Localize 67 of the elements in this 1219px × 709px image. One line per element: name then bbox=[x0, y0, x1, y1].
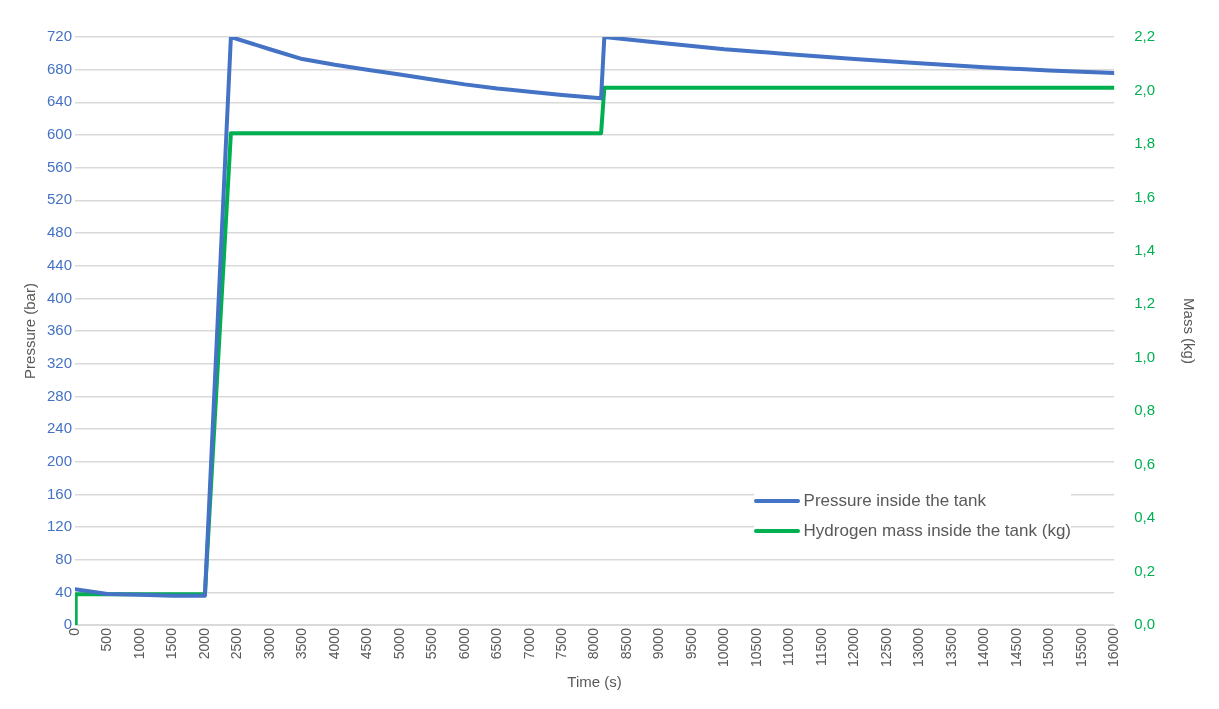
y-tick-label: 440 bbox=[47, 255, 73, 273]
y2-tick-label: 1,4 bbox=[1134, 240, 1156, 258]
legend-label: Pressure inside the tank bbox=[803, 491, 986, 511]
x-tick-label: 3500 bbox=[293, 627, 310, 660]
y-tick-label: 240 bbox=[47, 419, 73, 437]
y-tick-label: 640 bbox=[47, 92, 73, 110]
y-tick-label: 520 bbox=[47, 190, 73, 208]
x-tick-label: 12500 bbox=[877, 627, 894, 668]
y-tick-label: 160 bbox=[47, 484, 73, 502]
x-tick-label: 11000 bbox=[780, 627, 797, 666]
y2-tick-label: 0,2 bbox=[1134, 561, 1156, 579]
x-tick-label: 1000 bbox=[130, 627, 147, 660]
x-tick-label: 15000 bbox=[1040, 627, 1057, 668]
x-tick-label: 6000 bbox=[455, 627, 472, 660]
y2-tick-label: 0,0 bbox=[1134, 615, 1156, 633]
x-tick-label: 4000 bbox=[325, 627, 342, 660]
x-tick-label: 500 bbox=[98, 627, 115, 652]
y-tick-label: 40 bbox=[55, 582, 73, 600]
x-tick-label: 11500 bbox=[812, 627, 829, 666]
x-tick-label: 14500 bbox=[1007, 627, 1024, 668]
y-tick-label: 600 bbox=[47, 125, 73, 143]
y-tick-label: 560 bbox=[47, 157, 73, 175]
x-tick-label: 13000 bbox=[910, 627, 927, 668]
y-tick-label: 680 bbox=[47, 59, 73, 77]
y-tick-label: 720 bbox=[47, 27, 73, 45]
y-tick-label: 400 bbox=[47, 288, 73, 306]
x-tick-label: 8000 bbox=[585, 627, 602, 660]
x-tick-label: 6500 bbox=[488, 627, 505, 660]
y2-tick-label: 2,2 bbox=[1134, 27, 1156, 45]
y2-tick-label: 0,8 bbox=[1134, 401, 1156, 419]
y2-tick-label: 0,4 bbox=[1134, 508, 1156, 526]
y-tick-label: 120 bbox=[47, 517, 73, 535]
x-tick-label: 1500 bbox=[163, 627, 180, 660]
legend-label: Hydrogen mass inside the tank (kg) bbox=[803, 521, 1071, 541]
y-tick-label: 280 bbox=[47, 386, 73, 404]
x-tick-label: 2500 bbox=[228, 627, 245, 660]
y-tick-label: 480 bbox=[47, 223, 73, 241]
x-tick-label: 9000 bbox=[650, 627, 667, 660]
x-tick-label: 8500 bbox=[617, 627, 634, 660]
y-tick-label: 80 bbox=[55, 549, 73, 567]
x-tick-label: 10500 bbox=[747, 627, 764, 668]
x-tick-label: 7500 bbox=[552, 627, 569, 660]
x-tick-label: 2000 bbox=[195, 627, 212, 660]
y2-tick-label: 0,6 bbox=[1134, 454, 1156, 472]
x-tick-label: 5000 bbox=[390, 627, 407, 660]
x-tick-label: 16000 bbox=[1105, 627, 1122, 668]
x-tick-label: 3000 bbox=[260, 627, 277, 660]
y2-tick-label: 2,0 bbox=[1134, 80, 1156, 98]
y-axis-title: Pressure (bar) bbox=[21, 283, 39, 379]
x-tick-label: 14000 bbox=[975, 627, 992, 668]
y2-tick-label: 1,0 bbox=[1134, 347, 1156, 365]
x-tick-label: 9500 bbox=[682, 627, 699, 660]
x-tick-label: 13500 bbox=[942, 627, 959, 668]
y-tick-label: 360 bbox=[47, 321, 73, 339]
y2-tick-label: 1,2 bbox=[1134, 294, 1156, 312]
x-axis-title: Time (s) bbox=[567, 673, 622, 691]
y-tick-label: 200 bbox=[47, 451, 73, 469]
y-tick-label: 320 bbox=[47, 353, 73, 371]
y2-tick-label: 1,8 bbox=[1134, 134, 1156, 152]
x-tick-label: 10000 bbox=[715, 627, 732, 668]
y2-axis-title: Mass (kg) bbox=[1180, 298, 1198, 364]
x-tick-label: 15500 bbox=[1072, 627, 1089, 668]
y2-tick-label: 1,6 bbox=[1134, 187, 1156, 205]
x-tick-label: 7000 bbox=[520, 627, 537, 660]
x-tick-label: 5500 bbox=[423, 627, 440, 660]
x-tick-label: 12000 bbox=[845, 627, 862, 668]
x-tick-label: 4500 bbox=[358, 627, 375, 660]
